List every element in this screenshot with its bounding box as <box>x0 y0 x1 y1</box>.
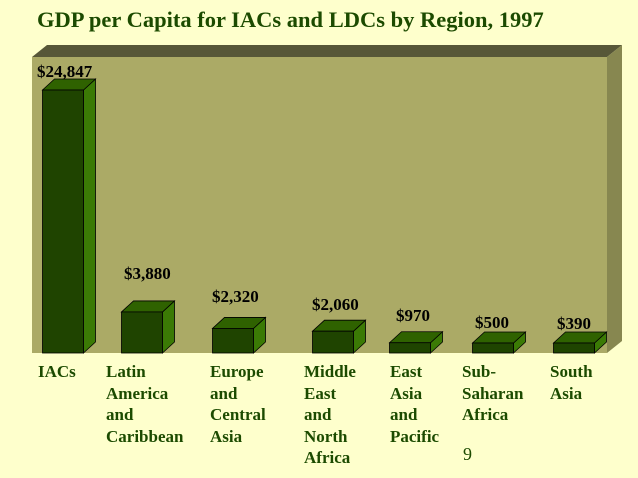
plot-area <box>32 45 622 353</box>
bars-group <box>41 78 608 354</box>
category-label: East Asia and Pacific <box>390 361 439 447</box>
value-label: $24,847 <box>37 62 93 81</box>
category-label: Middle East and North Africa <box>304 361 356 469</box>
category-label: Europe and Central Asia <box>210 361 266 447</box>
bar-front <box>212 328 254 354</box>
value-labels-group: $24,847 $3,880 $2,320 $2,060 $970 $500 $390 <box>37 62 591 333</box>
category-label-line: and <box>390 405 418 424</box>
bar <box>552 331 608 354</box>
value-label: $2,060 <box>312 295 359 314</box>
bar-front <box>312 330 354 354</box>
value-label: $390 <box>557 314 591 333</box>
bar <box>120 300 176 354</box>
bar-side <box>83 78 96 354</box>
value-label: $970 <box>396 306 430 325</box>
category-label-line: East <box>304 383 337 403</box>
category-label: IACs <box>38 361 76 383</box>
category-label-line: Pacific <box>390 426 440 446</box>
bar <box>41 78 97 354</box>
bar <box>211 316 267 354</box>
category-label-line: and <box>304 405 332 424</box>
category-label-line: and <box>210 383 238 403</box>
value-label: $3,880 <box>124 264 171 283</box>
category-label-line: America <box>106 383 169 403</box>
category-label-line: Asia <box>210 426 243 446</box>
bar <box>311 319 367 354</box>
plot-top-wall <box>32 45 622 57</box>
category-label-line: Asia <box>550 383 583 403</box>
bar <box>388 330 444 354</box>
bar-front <box>472 342 514 354</box>
chart-title: GDP per Capita for IACs and LDCs by Regi… <box>37 7 544 32</box>
category-label-line: Africa <box>462 405 509 424</box>
category-label-line: Africa <box>304 448 351 467</box>
category-label-line: Latin <box>106 362 146 381</box>
category-label-line: South <box>550 362 593 381</box>
bar <box>471 331 527 354</box>
category-label: Sub- Saharan Africa <box>462 361 523 426</box>
page-number: 9 <box>463 444 472 464</box>
category-label: South Asia <box>550 361 593 404</box>
category-label-line: Europe <box>210 362 264 381</box>
category-label-line: Asia <box>390 383 423 403</box>
category-label-line: North <box>304 426 348 446</box>
category-label-line: Sub- <box>462 362 497 381</box>
bar-front <box>389 342 431 354</box>
category-label-line: IACs <box>38 362 76 381</box>
category-label-line: Middle <box>304 362 356 381</box>
plot-back-wall <box>32 57 607 353</box>
category-label-line: Caribbean <box>106 426 184 446</box>
category-label-line: Central <box>210 405 266 424</box>
bar-front <box>553 342 595 354</box>
bar-front <box>42 89 84 354</box>
category-label-line: East <box>390 362 423 381</box>
category-label-line: Saharan <box>462 383 524 403</box>
value-label: $2,320 <box>212 287 259 306</box>
category-label: Latin America and Caribbean <box>106 361 183 447</box>
value-label: $500 <box>475 313 509 332</box>
bar-front <box>121 311 163 354</box>
plot-side-wall <box>607 45 622 353</box>
category-label-line: and <box>106 405 134 424</box>
